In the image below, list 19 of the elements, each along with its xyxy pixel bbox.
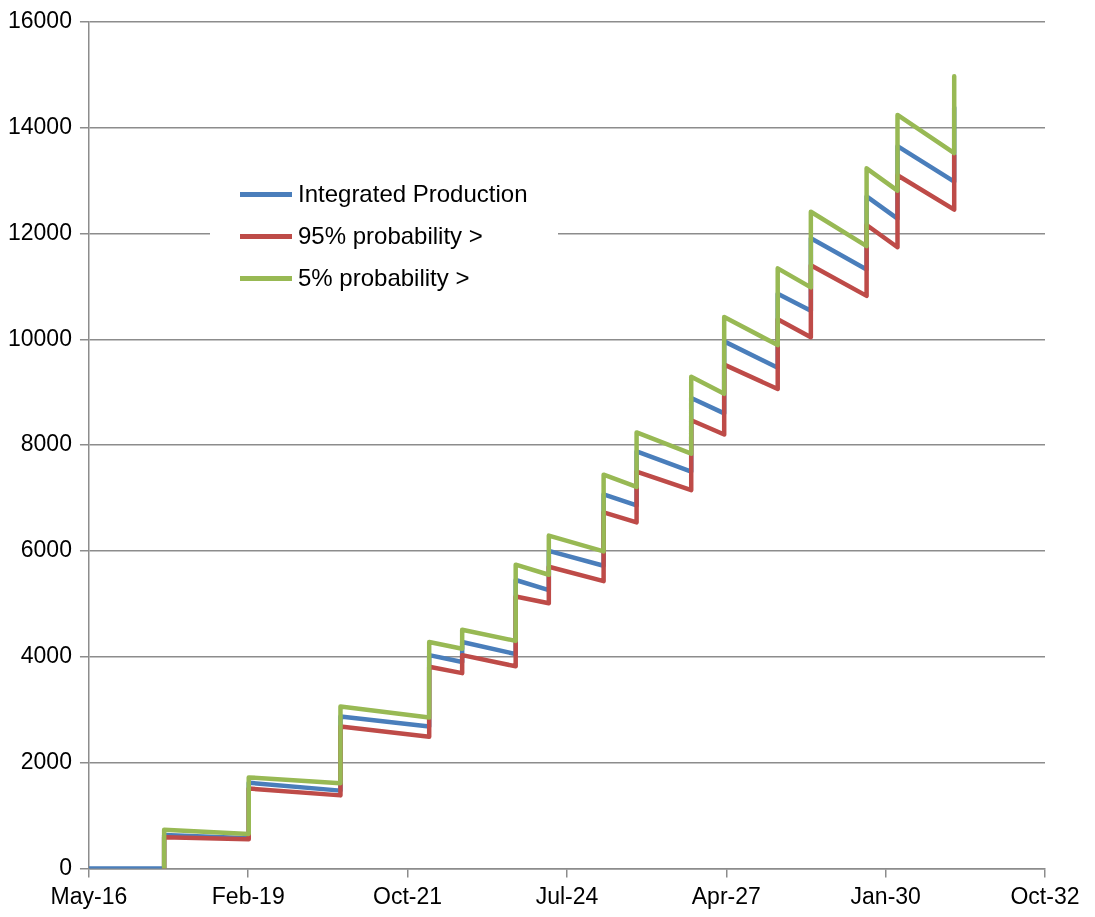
x-tick-label: Apr-27 — [691, 882, 761, 909]
x-tick-label: Oct-32 — [1010, 882, 1080, 909]
y-tick-label: 8000 — [20, 430, 72, 457]
y-tick-label: 2000 — [20, 747, 72, 774]
y-tick-label: 4000 — [20, 642, 72, 669]
y-tick-label: 0 — [59, 853, 72, 880]
x-tick-label: Feb-19 — [211, 882, 285, 909]
x-tick-label: Jan-30 — [850, 882, 921, 909]
x-tick-label: Jul-24 — [535, 882, 599, 909]
y-tick-label: 14000 — [7, 112, 72, 139]
x-tick-label: May-16 — [50, 882, 128, 909]
y-tick-label: 12000 — [7, 218, 72, 245]
y-tick-label: 16000 — [7, 7, 72, 34]
x-tick-label: Oct-21 — [373, 882, 443, 909]
legend-label: Integrated Production — [298, 179, 528, 209]
legend-label: 5% probability > — [298, 263, 470, 293]
legend-label: 95% probability > — [298, 221, 483, 251]
y-tick-label: 6000 — [20, 536, 72, 563]
y-tick-label: 10000 — [7, 324, 72, 351]
